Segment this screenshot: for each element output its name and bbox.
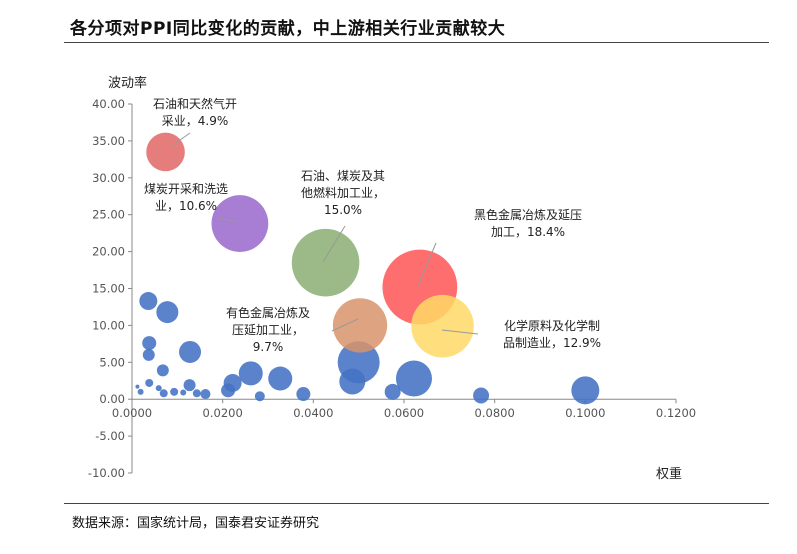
chart-title: 各分项对PPI同比变化的贡献，中上游相关行业贡献较大 [70, 19, 506, 39]
y-tick-label: 5.00 [99, 355, 125, 369]
y-tick-label: 40.00 [92, 97, 125, 111]
leader-line [322, 225, 346, 263]
leader-line [441, 329, 479, 335]
bubble-label-ferrous: 黑色金属冶炼及延压加工，18.4% [474, 207, 582, 239]
y-tick-label: 35.00 [92, 134, 125, 148]
bubble-label-petroleum: 石油、煤炭及其他燃料加工业， 15.0% [301, 169, 385, 217]
bubble-coal_washing [211, 195, 269, 252]
bubble-label-coal: 石油和天然气开采业，4.9% [153, 96, 237, 128]
x-tick-label: 0.0400 [293, 406, 333, 420]
chart-axes: 40.00 35.00 30.00 25.00 20.00 15.00 10.00 5.00 0… [88, 75, 696, 482]
bubble-point [192, 389, 201, 398]
bubble-point [142, 336, 157, 351]
bubble-point [571, 376, 600, 405]
leader-line [417, 242, 437, 287]
bubble-point [180, 389, 187, 396]
bubble-point [395, 360, 432, 397]
data-source: 数据来源：国家统计局，国泰君安证券研究 [72, 516, 320, 531]
bubble-point [473, 387, 490, 404]
y-tick-label: 10.00 [92, 318, 125, 332]
bubble-annotations: 石油和天然气开采业，4.9% 煤炭开采和洗选业，10.6% 石油、煤炭及其他燃料加工… [144, 96, 601, 354]
bubble-point [137, 388, 144, 395]
x-tick-label: 0.1200 [656, 406, 696, 420]
y-tick-label: 0.00 [99, 392, 125, 406]
bubble-point [170, 387, 179, 396]
bubble-point [200, 389, 211, 400]
y-tick-label: 15.00 [92, 282, 125, 296]
x-tick-label: 0.0200 [203, 406, 243, 420]
bubble-point [238, 361, 263, 386]
x-tick-label: 0.1000 [565, 406, 605, 420]
y-tick-label: 30.00 [92, 171, 125, 185]
minor-bubbles [135, 292, 600, 405]
bubble-point [135, 384, 140, 389]
title-divider [64, 42, 769, 43]
bubble-point [268, 366, 293, 391]
x-tick-label: 0.0000 [112, 406, 152, 420]
bubble-petroleum [291, 228, 360, 297]
footer-divider [64, 503, 769, 504]
highlighted-bubbles [146, 132, 474, 358]
bubble-nonferrous [332, 298, 388, 353]
x-axis-label: 权重 [656, 466, 682, 482]
bubble-label-chemical: 化学原料及化学制品制造业，12.9% [503, 318, 601, 350]
bubble-point [145, 378, 154, 387]
bubble-point [142, 348, 155, 361]
bubble-point [296, 387, 311, 402]
leader-line [172, 132, 191, 146]
bubble-point [159, 389, 168, 398]
bubble-coal [146, 132, 185, 172]
bubble-point [183, 379, 196, 392]
y-tick-label: -10.00 [88, 466, 125, 480]
leader-line [331, 318, 359, 332]
bubble-point [139, 292, 158, 311]
bubble-point [223, 373, 242, 392]
x-tick-label: 0.0800 [475, 406, 515, 420]
bubble-label-coal_washing: 煤炭开采和洗选业，10.6% [144, 182, 228, 213]
bubble-point [384, 383, 401, 400]
bubble-chemical [411, 294, 474, 358]
bubble-point [337, 341, 380, 384]
x-tick-label: 0.0600 [384, 406, 424, 420]
bubble-point [156, 364, 169, 377]
y-tick-label: 20.00 [92, 245, 125, 259]
y-axis-label: 波动率 [108, 75, 147, 91]
bubble-point [155, 385, 162, 392]
y-tick-label: -5.00 [95, 429, 125, 443]
bubble-point [254, 391, 265, 402]
leader-line [218, 217, 238, 223]
y-tick-label: 25.00 [92, 208, 125, 222]
bubble-point [179, 340, 202, 363]
bubble-point [156, 301, 179, 324]
bubble-label-nonferrous: 有色金属冶炼及压延加工业， 9.7% [226, 305, 310, 354]
